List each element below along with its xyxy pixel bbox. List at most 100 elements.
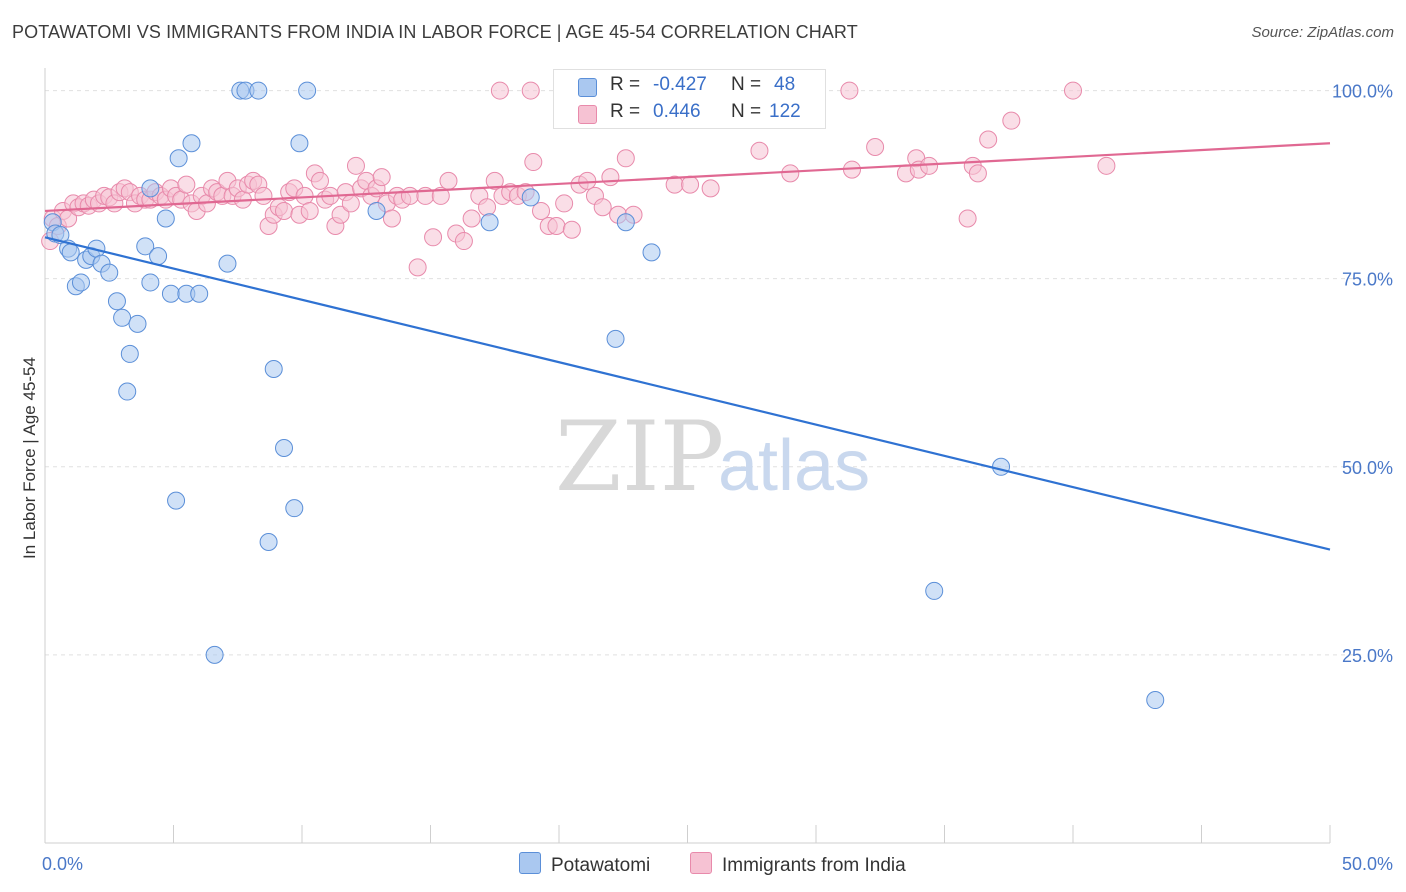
data-point: [601, 168, 620, 187]
data-point: [606, 329, 625, 348]
legend-n-label: N =: [731, 74, 762, 95]
y-tick-label: 100.0%: [1332, 82, 1393, 102]
data-point: [616, 149, 635, 168]
bottom-legend-india: Immigrants from India: [690, 852, 906, 877]
data-point: [454, 232, 473, 251]
data-point: [167, 491, 186, 510]
data-point: [128, 314, 147, 333]
data-point: [290, 134, 309, 153]
chart-title: POTAWATOMI VS IMMIGRANTS FROM INDIA IN L…: [12, 22, 858, 42]
data-point: [521, 81, 540, 100]
data-point: [367, 201, 386, 220]
series-potawatomi: [43, 81, 1165, 710]
data-point: [992, 457, 1011, 476]
data-point: [979, 130, 998, 149]
y-tick-label: 75.0%: [1342, 270, 1393, 290]
data-point: [118, 382, 137, 401]
y-axis-label: In Labor Force | Age 45-54: [20, 357, 39, 559]
legend-r-value: 0.446: [653, 101, 701, 122]
bottom-legend-swatch-pink: [690, 852, 712, 874]
data-point: [149, 247, 168, 266]
data-point: [681, 175, 700, 194]
data-point: [249, 81, 268, 100]
data-point: [616, 213, 635, 232]
data-point: [555, 194, 574, 213]
y-tick-labels: 25.0% 50.0% 75.0% 100.0%: [1332, 82, 1393, 666]
data-point: [408, 258, 427, 277]
data-point: [480, 213, 499, 232]
data-point: [1064, 81, 1082, 100]
bottom-legend-label: Potawatomi: [551, 855, 651, 876]
data-point: [840, 81, 859, 100]
legend-n-value: 122: [769, 101, 801, 122]
data-point: [478, 198, 497, 217]
data-point: [107, 292, 126, 311]
data-point: [701, 179, 720, 198]
data-point: [136, 237, 155, 256]
data-point: [254, 186, 273, 205]
data-point: [346, 156, 365, 175]
data-point: [485, 171, 504, 190]
data-point: [562, 220, 581, 239]
legend-swatch-pink: [578, 105, 597, 124]
data-point: [968, 164, 987, 183]
data-point: [264, 359, 283, 378]
data-point: [462, 209, 481, 228]
data-point: [578, 171, 597, 190]
watermark-zip: ZIP: [555, 401, 724, 513]
data-point: [141, 179, 160, 198]
data-point: [156, 209, 175, 228]
data-point: [61, 243, 80, 262]
data-point: [382, 209, 401, 228]
legend-r-label: R =: [610, 101, 641, 122]
data-point: [866, 138, 885, 157]
data-point: [750, 141, 769, 160]
data-point: [490, 81, 509, 100]
data-point: [524, 153, 543, 172]
data-point: [275, 201, 294, 220]
data-point: [71, 273, 90, 292]
data-point: [300, 201, 319, 220]
legend-swatch-blue: [578, 78, 597, 97]
legend-r-value: -0.427: [653, 74, 707, 95]
data-point: [141, 273, 160, 292]
data-point: [925, 581, 944, 600]
data-point: [113, 308, 132, 327]
data-point: [298, 81, 317, 100]
data-point: [285, 499, 304, 518]
axes: [44, 68, 1331, 844]
data-point: [400, 186, 419, 205]
data-point: [1097, 156, 1116, 175]
data-point: [190, 284, 209, 303]
data-point: [920, 156, 939, 175]
data-point: [958, 209, 977, 228]
data-point: [218, 254, 237, 273]
data-point: [431, 186, 450, 205]
watermark: ZIP atlas: [555, 401, 870, 513]
bottom-legend-potawatomi: Potawatomi: [519, 852, 650, 877]
data-point: [1002, 111, 1021, 130]
data-point: [310, 171, 329, 190]
y-tick-label: 25.0%: [1342, 646, 1393, 666]
data-point: [161, 284, 180, 303]
y-tick-label: 50.0%: [1342, 458, 1393, 478]
data-point: [1146, 691, 1165, 710]
data-point: [205, 645, 224, 664]
legend-n-value: 48: [774, 74, 796, 95]
x-tick-label: 0.0%: [42, 854, 83, 874]
data-point: [593, 198, 612, 217]
data-point: [532, 201, 551, 220]
bottom-legend-label: Immigrants from India: [722, 855, 906, 876]
data-point: [100, 263, 119, 282]
bottom-legend-swatch-blue: [519, 852, 541, 874]
source-label: Source: ZipAtlas.com: [1251, 24, 1394, 41]
legend-n-label: N =: [731, 101, 762, 122]
x-tick-labels: 0.0% 50.0%: [42, 854, 1393, 874]
data-point: [177, 175, 196, 194]
trend-line-blue: [44, 236, 1331, 551]
data-point: [521, 188, 540, 207]
data-point: [341, 194, 360, 213]
data-point: [120, 344, 139, 363]
correlation-legend: R = -0.427 N = 48 R = 0.446 N = 122: [553, 69, 826, 129]
